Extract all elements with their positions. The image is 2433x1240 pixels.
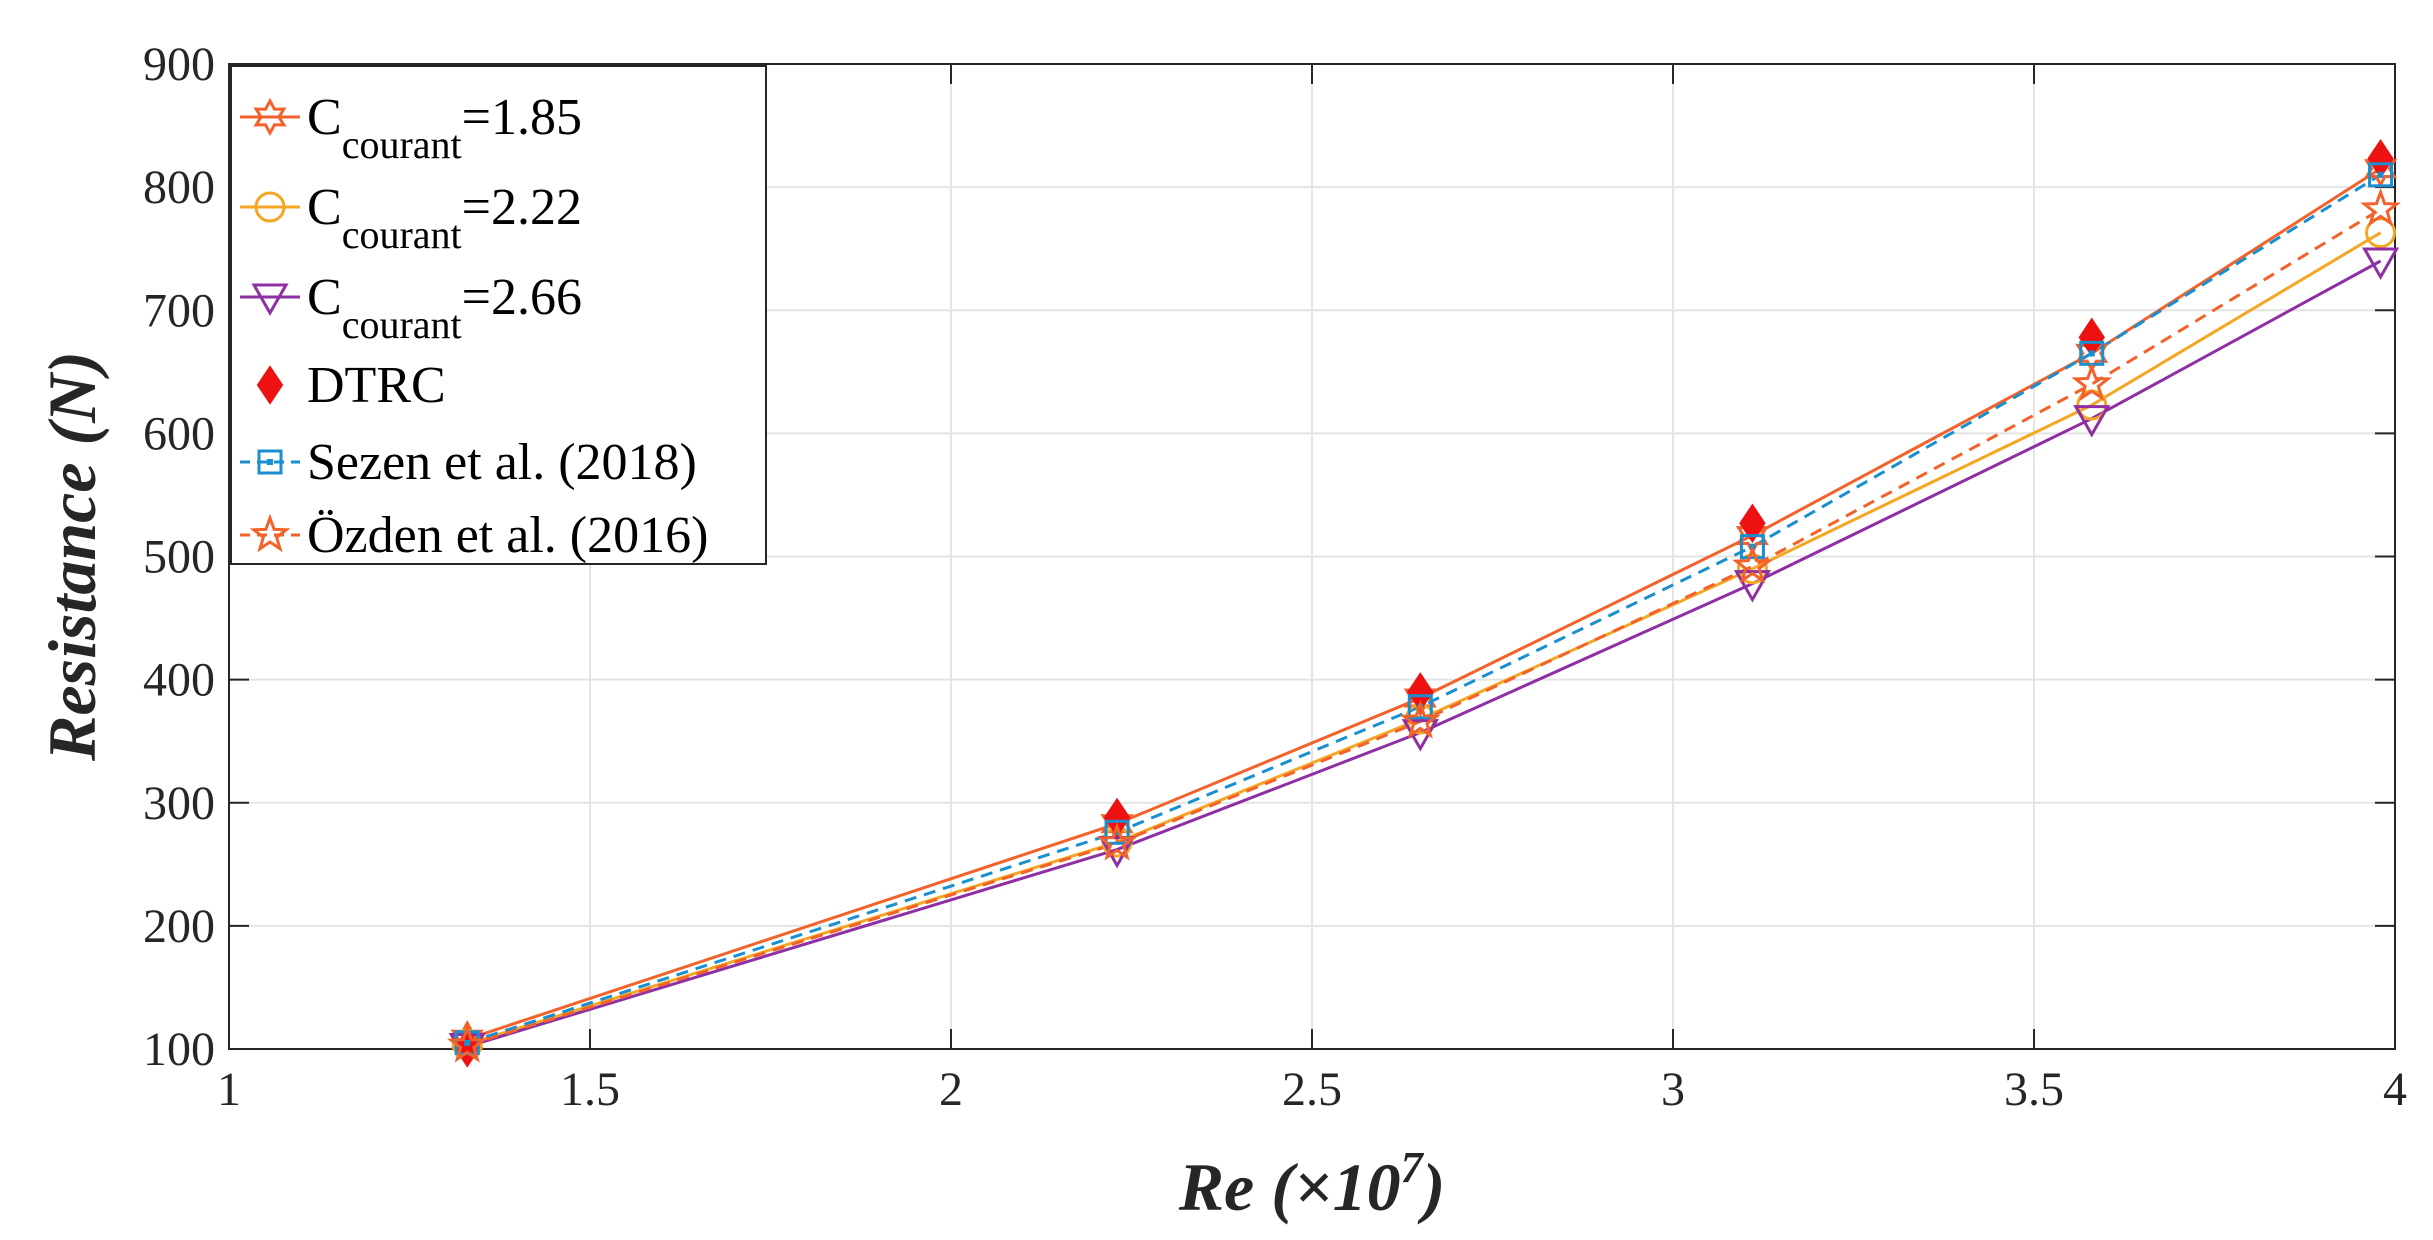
series-5-point-center [1114,829,1121,836]
x-tick-label: 3.5 [2004,1063,2064,1116]
legend-marker-center [267,459,273,465]
series-6-point [1732,544,1773,584]
y-tick-label: 300 [143,777,215,830]
series-5-point-center [2088,350,2095,357]
legend-entries: Ccourant=1.85 Ccourant=2.22 Ccourant=2.66 D… [240,89,708,564]
y-tick-label: 500 [143,531,215,584]
series-layer [466,167,2382,1048]
series-5-point-center [464,1039,471,1046]
legend-label: Ccourant=1.85 [307,89,582,167]
legend-entry: Özden et al. (2016) [240,507,708,564]
y-axis-title: Resistance (N) [34,351,110,762]
series-6-point [2360,187,2401,227]
series-5-point [1407,694,1433,720]
x-tick-label: 4 [2383,1063,2407,1116]
series-2-point [2365,217,2397,249]
legend-marker [256,365,284,405]
series-4-point [1103,797,1131,838]
x-tick-label: 1.5 [560,1063,620,1116]
x-tick-label: 2 [939,1063,963,1116]
series-1-point [1403,678,1437,718]
x-axis-title: Re (×107) [1178,1143,1446,1225]
markers-layer [446,139,2401,1068]
y-tick-label: 200 [143,900,215,953]
series-5-point [1739,534,1765,560]
x-tick-label: 3 [1661,1063,1685,1116]
legend-marker [254,191,286,223]
series-4-point [2367,139,2394,179]
legend-marker [251,283,289,317]
legend-label: DTRC [307,357,446,414]
legend: Ccourant=1.85 Ccourant=2.22 Ccourant=2.66 D… [230,65,767,565]
legend-marker [257,449,283,475]
y-tick-label: 600 [143,407,215,460]
legend-marker [249,513,291,553]
series-5-line [466,173,2382,1045]
y-tick-label: 400 [143,654,215,707]
series-3-point [2073,405,2111,438]
legend-label: Özden et al. (2016) [307,507,708,564]
y-tick-label: 100 [143,1023,215,1076]
legend-entry: Ccourant=2.22 [240,179,582,257]
series-6-point [1096,821,1138,861]
series-3-point [2361,247,2400,281]
y-tick-label: 700 [143,284,215,337]
ticks-layer: 1 1.5 2 2.5 3 3.5 4 100 200 300 400 500 600 700 800 900 [143,38,2407,1116]
legend-label: Ccourant=2.22 [307,179,582,257]
series-3-line [466,259,2382,1048]
series-4-point [2078,317,2105,358]
series-6-line [466,208,2382,1047]
legend-box [230,65,767,565]
series-4-point [1739,503,1766,544]
series-5-point-center [2377,171,2384,178]
legend-entry: Ccourant=2.66 [240,269,582,347]
x-tick-label: 2.5 [1282,1063,1342,1116]
legend-label: Sezen et al. (2018) [307,434,697,491]
series-6-point [1399,700,1441,739]
y-tick-label: 800 [143,161,215,214]
legend-entry: DTRC [256,357,446,414]
series-1-point [1100,804,1134,843]
x-tick-label: 1 [217,1063,241,1116]
series-4-point [1407,672,1434,712]
y-tick-label: 900 [143,38,215,91]
legend-entry: Ccourant=1.85 [240,89,582,167]
legend-label: Ccourant=2.66 [307,269,582,347]
series-5-point [1104,819,1130,845]
series-6-point [2071,362,2113,402]
legend-marker [253,97,287,137]
legend-entry: Sezen et al. (2018) [240,434,697,491]
series-6-point [446,1023,488,1063]
series-2-point [1736,553,1768,585]
series-5-point [2368,162,2394,188]
